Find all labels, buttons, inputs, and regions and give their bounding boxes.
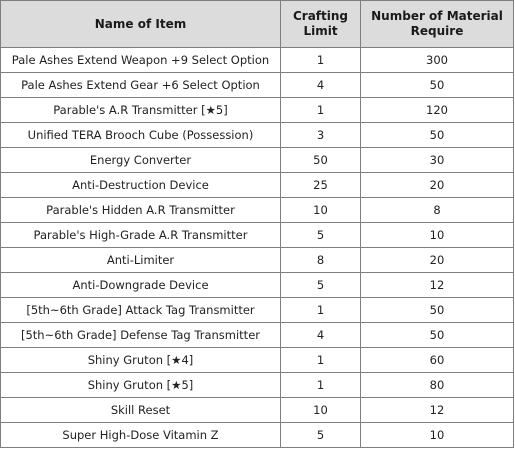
table-row: Parable's A.R Transmitter [★5] 1 120 — [0, 97, 514, 123]
item-name-cell: [5th~6th Grade] Defense Tag Transmitter — [0, 322, 281, 348]
material-count-cell: 60 — [360, 347, 514, 373]
item-name-cell: Shiny Gruton [★5] — [0, 372, 281, 398]
table-row: Unified TERA Brooch Cube (Possession) 3 50 — [0, 122, 514, 148]
table-row: Super High-Dose Vitamin Z 5 10 — [0, 422, 514, 448]
table-row: Parable's Hidden A.R Transmitter 10 8 — [0, 197, 514, 223]
crafting-limit-cell: 4 — [280, 322, 361, 348]
table-row: [5th~6th Grade] Defense Tag Transmitter 4… — [0, 322, 514, 348]
table-row: Anti-Destruction Device 25 20 — [0, 172, 514, 198]
material-count-cell: 50 — [360, 297, 514, 323]
item-name-cell: Anti-Downgrade Device — [0, 272, 281, 298]
crafting-limit-cell: 25 — [280, 172, 361, 198]
crafting-limit-cell: 1 — [280, 347, 361, 373]
table-row: Shiny Gruton [★5] 1 80 — [0, 372, 514, 398]
item-name-cell: Anti-Destruction Device — [0, 172, 281, 198]
table-row: Shiny Gruton [★4] 1 60 — [0, 347, 514, 373]
material-count-cell: 10 — [360, 422, 514, 448]
material-count-cell: 50 — [360, 72, 514, 98]
crafting-limit-cell: 50 — [280, 147, 361, 173]
table-row: Pale Ashes Extend Weapon +9 Select Optio… — [0, 47, 514, 73]
table-row: Energy Converter 50 30 — [0, 147, 514, 173]
item-name-cell: Anti-Limiter — [0, 247, 281, 273]
item-name-cell: Shiny Gruton [★4] — [0, 347, 281, 373]
table-row: Parable's High-Grade A.R Transmitter 5 10 — [0, 222, 514, 248]
material-count-cell: 8 — [360, 197, 514, 223]
crafting-limit-cell: 5 — [280, 422, 361, 448]
item-name-cell: Parable's Hidden A.R Transmitter — [0, 197, 281, 223]
crafting-limit-cell: 10 — [280, 397, 361, 423]
header-name-of-item: Name of Item — [0, 0, 281, 48]
material-count-cell: 20 — [360, 247, 514, 273]
material-count-cell: 20 — [360, 172, 514, 198]
crafting-limit-cell: 3 — [280, 122, 361, 148]
material-count-cell: 10 — [360, 222, 514, 248]
item-name-cell: Pale Ashes Extend Gear +6 Select Option — [0, 72, 281, 98]
material-count-cell: 80 — [360, 372, 514, 398]
crafting-limit-cell: 8 — [280, 247, 361, 273]
item-name-cell: Parable's A.R Transmitter [★5] — [0, 97, 281, 123]
table-row: Skill Reset 10 12 — [0, 397, 514, 423]
table-row: [5th~6th Grade] Attack Tag Transmitter 1 5… — [0, 297, 514, 323]
crafting-limit-cell: 1 — [280, 372, 361, 398]
crafting-limit-cell: 5 — [280, 272, 361, 298]
material-count-cell: 50 — [360, 322, 514, 348]
material-count-cell: 12 — [360, 272, 514, 298]
item-name-cell: Energy Converter — [0, 147, 281, 173]
table-header-row: Name of Item Crafting Limit Number of Ma… — [0, 0, 514, 48]
material-count-cell: 12 — [360, 397, 514, 423]
crafting-limit-cell: 10 — [280, 197, 361, 223]
material-count-cell: 30 — [360, 147, 514, 173]
crafting-limit-cell: 1 — [280, 297, 361, 323]
table-row: Anti-Limiter 8 20 — [0, 247, 514, 273]
crafting-limit-cell: 1 — [280, 47, 361, 73]
crafting-limit-cell: 5 — [280, 222, 361, 248]
item-name-cell: Super High-Dose Vitamin Z — [0, 422, 281, 448]
header-material-required: Number of Material Require — [360, 0, 514, 48]
crafting-limit-cell: 4 — [280, 72, 361, 98]
table-row: Anti-Downgrade Device 5 12 — [0, 272, 514, 298]
crafting-limit-cell: 1 — [280, 97, 361, 123]
material-count-cell: 120 — [360, 97, 514, 123]
item-name-cell: Unified TERA Brooch Cube (Possession) — [0, 122, 281, 148]
material-count-cell: 50 — [360, 122, 514, 148]
item-name-cell: Parable's High-Grade A.R Transmitter — [0, 222, 281, 248]
material-count-cell: 300 — [360, 47, 514, 73]
item-name-cell: Pale Ashes Extend Weapon +9 Select Optio… — [0, 47, 281, 73]
table-row: Pale Ashes Extend Gear +6 Select Option 4… — [0, 72, 514, 98]
item-name-cell: [5th~6th Grade] Attack Tag Transmitter — [0, 297, 281, 323]
item-name-cell: Skill Reset — [0, 397, 281, 423]
header-crafting-limit: Crafting Limit — [280, 0, 361, 48]
